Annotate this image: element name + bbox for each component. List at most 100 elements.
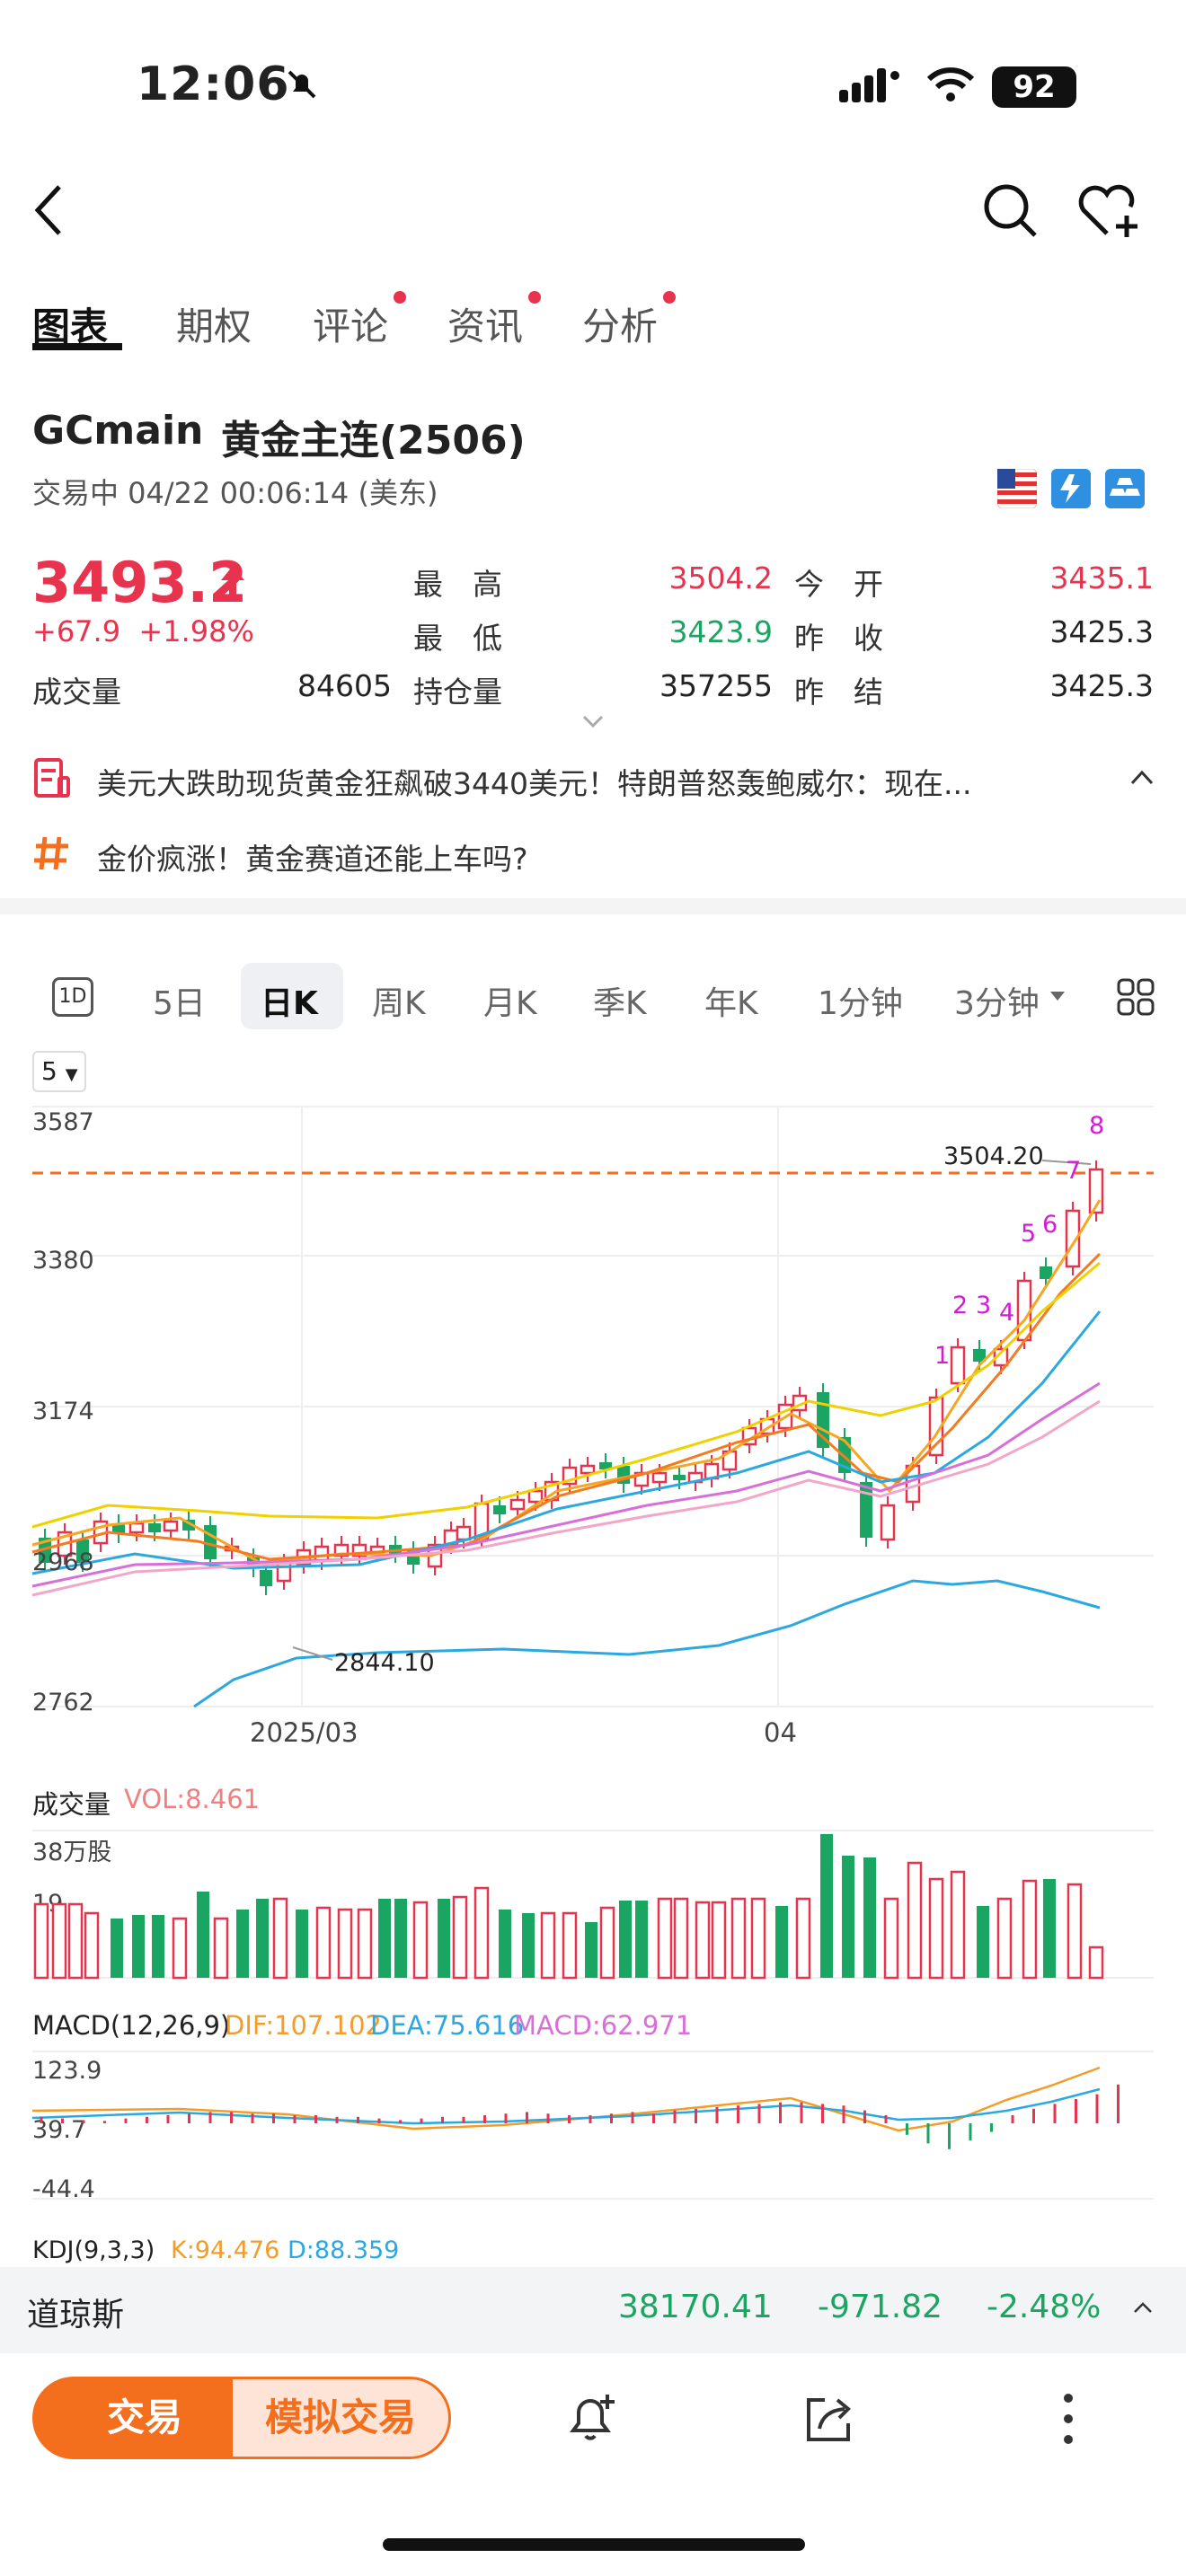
collapse-chevron-icon[interactable] xyxy=(1128,767,1155,787)
td-count-8: 8 xyxy=(1089,1112,1105,1140)
trade-button[interactable]: 交易 xyxy=(32,2377,257,2459)
ma120-line xyxy=(31,1399,1101,1597)
ma-selector-value: 5 xyxy=(41,1056,58,1086)
td-count-6: 6 xyxy=(1042,1211,1058,1239)
volume-bar-down xyxy=(132,1915,145,1978)
macd-chart xyxy=(31,2051,1154,2200)
period-year-k[interactable]: 年K xyxy=(704,985,758,1022)
y-tick-4: 2968 xyxy=(32,1548,94,1576)
low-marker-label: 2844.10 xyxy=(334,1649,435,1677)
volume-bar-down xyxy=(977,1906,989,1978)
period-5d[interactable]: 5日 xyxy=(153,985,206,1022)
td-count-4: 4 xyxy=(999,1299,1015,1327)
volume-bar-down xyxy=(236,1910,249,1978)
low-value: 3423.9 xyxy=(668,614,773,649)
volume-bar-down xyxy=(256,1899,269,1978)
volume-bar-up xyxy=(950,1870,966,1980)
volume-bar-down xyxy=(842,1856,854,1978)
volume-value: 84605 xyxy=(297,668,392,703)
volume-bar-up xyxy=(657,1897,673,1980)
ma5-line xyxy=(31,1199,1102,1565)
ticker-chevron-icon[interactable] xyxy=(1132,2299,1154,2316)
volume-bar-down xyxy=(619,1901,632,1978)
macd-value: MACD:62.971 xyxy=(514,2010,693,2041)
y-tick-2: 3380 xyxy=(32,1247,94,1275)
prev-close-label: 昨 收 xyxy=(794,621,883,656)
dea-line xyxy=(31,2087,1101,2125)
candle-down xyxy=(973,1349,986,1362)
period-day-k[interactable]: 日K xyxy=(261,985,318,1022)
gold-bars-icon xyxy=(1105,469,1145,508)
search-icon[interactable] xyxy=(981,181,1040,241)
volume-bar-up xyxy=(452,1895,468,1980)
watchlist-add-icon[interactable] xyxy=(1076,180,1145,243)
index-ticker-bar[interactable] xyxy=(0,2267,1186,2353)
candle-up xyxy=(580,1464,596,1475)
volume-bar-down xyxy=(111,1919,123,1978)
macd-title: MACD(12,26,9) xyxy=(32,2010,231,2041)
tab-chart[interactable]: 图表 xyxy=(32,304,109,348)
volume-bar-down xyxy=(438,1899,450,1978)
volume-bar-up xyxy=(213,1917,229,1980)
td-count-3: 3 xyxy=(976,1292,992,1319)
up-arrow-icon xyxy=(221,566,244,598)
period-week-k[interactable]: 周K xyxy=(372,985,426,1022)
kdj-d: D:88.359 xyxy=(288,2236,400,2264)
volume-bar-up xyxy=(711,1901,727,1980)
prev-close-value: 3425.3 xyxy=(1049,614,1154,649)
back-icon[interactable] xyxy=(27,180,72,243)
macd-dea: DEA:75.616 xyxy=(370,2010,525,2041)
period-1d[interactable]: 1D xyxy=(52,977,93,1017)
volume-indicator: VOL:8.461 xyxy=(124,1784,261,1814)
tab-options[interactable]: 期权 xyxy=(176,304,252,348)
period-3min[interactable]: 3分钟 xyxy=(954,985,1040,1022)
volume-bar-up xyxy=(51,1902,67,1980)
hashtag-icon xyxy=(34,836,68,870)
volume-bar-up xyxy=(272,1897,288,1980)
low-marker-leader xyxy=(292,1646,333,1661)
volume-bar-up xyxy=(695,1901,711,1980)
candlestick-chart[interactable] xyxy=(0,1096,1186,1725)
news-headline-2[interactable]: 金价疯涨！黄金赛道还能上车吗? xyxy=(97,842,528,877)
period-month-k[interactable]: 月K xyxy=(483,985,537,1022)
candle-up xyxy=(128,1522,145,1534)
ma-selector[interactable]: 5 ▼ xyxy=(32,1051,86,1092)
high-marker-leader xyxy=(1041,1160,1092,1165)
high-marker-label: 3504.20 xyxy=(943,1142,1044,1170)
tab-analysis[interactable]: 分析 xyxy=(582,304,659,348)
bell-muted-icon xyxy=(288,70,316,99)
y-tick-5: 2762 xyxy=(32,1689,94,1716)
low-label: 最 低 xyxy=(413,621,502,656)
expand-chevron-icon[interactable] xyxy=(582,713,604,729)
y-tick-3: 3174 xyxy=(32,1398,94,1425)
tab-news[interactable]: 资讯 xyxy=(447,304,524,348)
volume-bar-down xyxy=(522,1913,535,1978)
tab-comments[interactable]: 评论 xyxy=(313,304,389,348)
period-1min[interactable]: 1分钟 xyxy=(818,985,903,1022)
alert-bell-icon[interactable] xyxy=(562,2389,622,2448)
volume-bar-up xyxy=(562,1911,578,1980)
simulated-trade-button[interactable]: 模拟交易 xyxy=(230,2377,451,2459)
period-quarter-k[interactable]: 季K xyxy=(593,985,647,1022)
volume-bar-up xyxy=(33,1902,49,1980)
news-headline-1[interactable]: 美元大跌助现货黄金狂飙破3440美元！特朗普怒轰鲍威尔：现在... xyxy=(97,766,972,801)
candle-up xyxy=(1065,1209,1081,1268)
more-menu-icon[interactable] xyxy=(1057,2389,1080,2448)
volume-bar-up xyxy=(750,1897,766,1980)
volume-bar-down xyxy=(820,1834,833,1978)
ticker-change: -971.82 xyxy=(818,2289,943,2325)
grid-layout-icon[interactable] xyxy=(1116,977,1155,1017)
candle-up xyxy=(527,1489,544,1504)
share-icon[interactable] xyxy=(800,2389,859,2448)
open-interest-label: 持仓量 xyxy=(413,675,502,710)
volume-bar-up xyxy=(412,1901,429,1980)
dropdown-caret-icon[interactable] xyxy=(1049,990,1066,1002)
high-label: 最 高 xyxy=(413,567,502,602)
period-active-bg xyxy=(241,963,343,1029)
ma20-line xyxy=(31,1261,1101,1529)
candle-down xyxy=(860,1482,872,1538)
volume-bar-down xyxy=(499,1910,511,1978)
volume-bar-down xyxy=(775,1906,788,1978)
volume-bar-down xyxy=(863,1857,876,1978)
tab-underline xyxy=(32,343,122,350)
